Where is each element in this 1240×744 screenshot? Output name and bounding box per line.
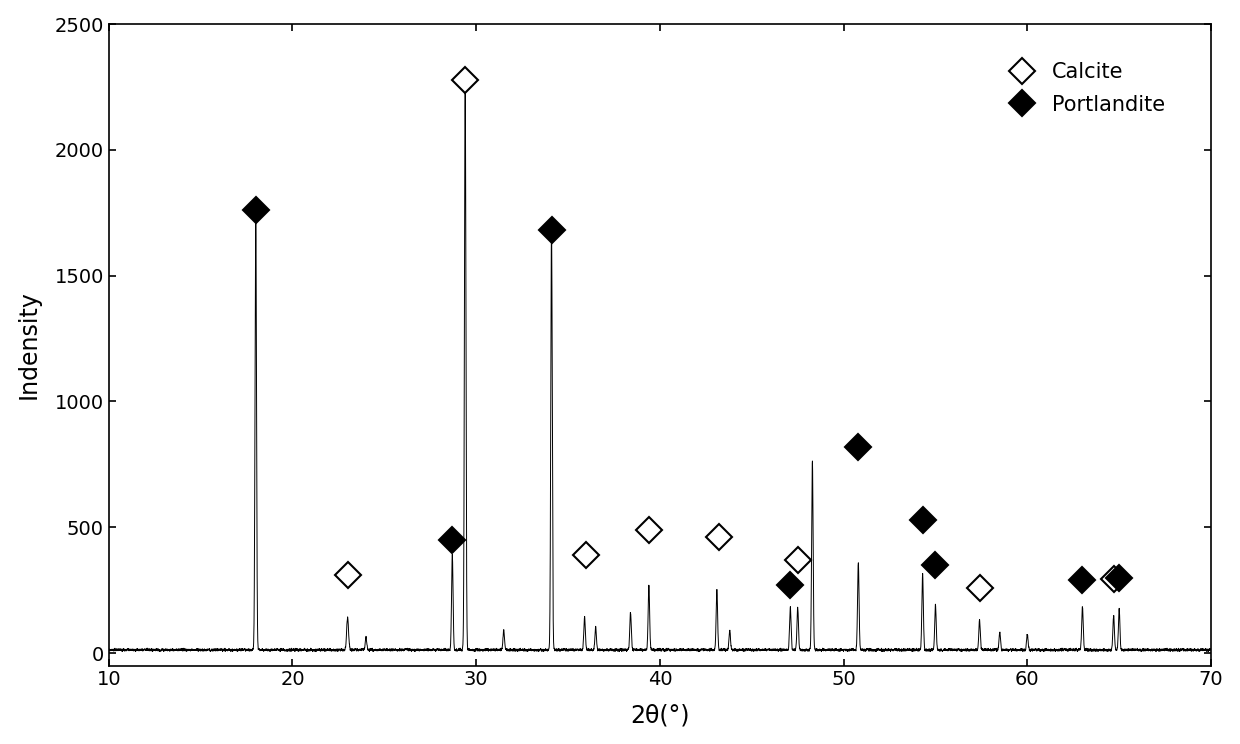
Legend: Calcite, Portlandite: Calcite, Portlandite [993, 54, 1173, 123]
Y-axis label: Indensity: Indensity [16, 290, 41, 400]
X-axis label: 2θ(°): 2θ(°) [630, 703, 689, 728]
